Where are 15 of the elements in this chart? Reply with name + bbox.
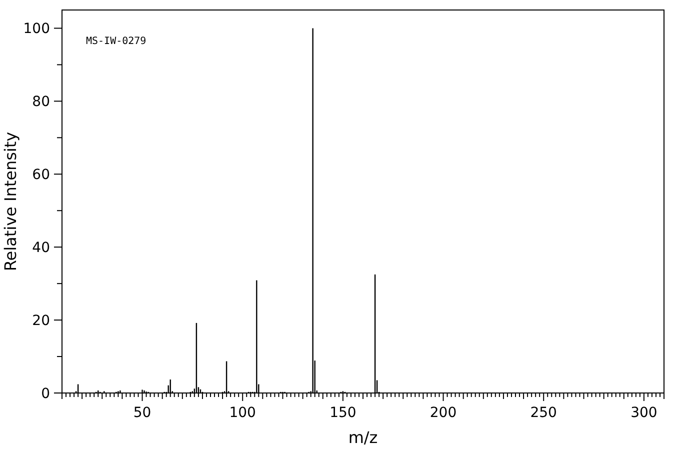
x-tick-label: 300 xyxy=(630,405,658,421)
y-axis-title: Relative Intensity xyxy=(1,132,20,272)
x-axis-title: m/z xyxy=(348,428,378,447)
x-tick-label: 200 xyxy=(430,405,457,421)
x-tick-label: 100 xyxy=(229,405,256,421)
annotation: MS-IW-0279 xyxy=(86,36,146,47)
x-tick-label: 250 xyxy=(530,405,557,421)
y-tick-label: 40 xyxy=(32,240,50,256)
y-tick-label: 20 xyxy=(32,313,50,330)
y-tick-label: 100 xyxy=(23,21,50,38)
y-tick-label: 60 xyxy=(32,167,50,184)
y-tick-label: 0 xyxy=(41,386,50,402)
x-tick-label: 150 xyxy=(330,405,356,421)
x-tick-label: 50 xyxy=(133,405,152,421)
y-tick-label: 80 xyxy=(32,94,50,110)
